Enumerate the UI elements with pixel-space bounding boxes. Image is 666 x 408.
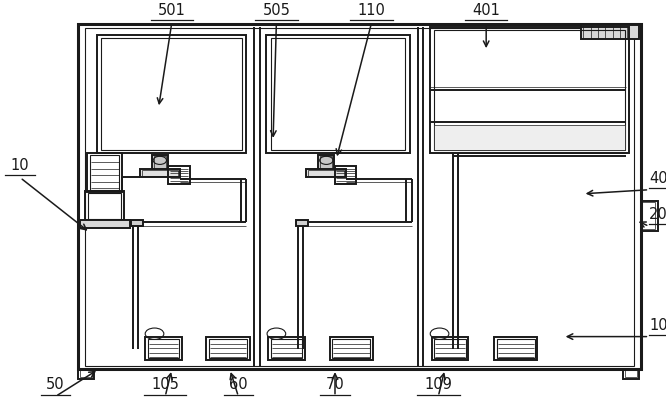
Bar <box>268 337 305 360</box>
Bar <box>80 220 130 228</box>
Bar <box>142 170 178 176</box>
Bar <box>308 170 344 176</box>
Text: 70: 70 <box>326 377 344 392</box>
Text: 505: 505 <box>262 3 290 18</box>
Bar <box>131 220 143 226</box>
Bar <box>330 337 373 360</box>
Bar <box>145 337 182 360</box>
Bar <box>332 339 370 358</box>
Bar <box>432 337 468 360</box>
Bar <box>434 30 625 150</box>
Bar <box>430 27 629 153</box>
Text: 60: 60 <box>229 377 248 392</box>
Bar <box>642 202 655 229</box>
Bar <box>497 339 535 358</box>
Text: 405: 405 <box>649 171 666 186</box>
Bar <box>152 155 168 170</box>
Text: 104: 104 <box>649 317 666 333</box>
Bar <box>154 156 166 169</box>
Bar <box>85 191 124 220</box>
Bar <box>641 201 658 231</box>
Bar <box>148 339 179 358</box>
Text: 105: 105 <box>151 377 179 392</box>
Bar <box>625 370 637 377</box>
Bar <box>335 166 356 184</box>
Text: 50: 50 <box>46 377 65 392</box>
Bar <box>88 193 121 219</box>
Text: 401: 401 <box>472 3 500 18</box>
Bar <box>90 155 119 190</box>
Text: 10: 10 <box>11 158 29 173</box>
Bar <box>87 153 122 192</box>
Bar <box>78 24 641 369</box>
Bar <box>80 370 92 377</box>
Text: 20: 20 <box>649 207 666 222</box>
Bar <box>434 125 625 150</box>
Bar <box>494 337 537 360</box>
Bar <box>101 38 242 150</box>
Bar <box>97 35 246 153</box>
Bar <box>206 337 250 360</box>
Bar <box>434 339 466 358</box>
Text: 109: 109 <box>424 377 452 392</box>
Bar <box>140 169 180 177</box>
Bar <box>271 339 302 358</box>
Bar <box>209 339 247 358</box>
Bar <box>168 166 190 184</box>
Bar <box>623 369 639 379</box>
Bar <box>271 38 405 150</box>
Bar <box>318 155 334 170</box>
Text: 501: 501 <box>158 3 186 18</box>
Bar <box>78 369 94 379</box>
Bar <box>306 169 346 177</box>
Bar <box>296 220 308 226</box>
Text: 110: 110 <box>358 3 386 18</box>
Bar <box>85 28 634 366</box>
Bar <box>320 156 332 169</box>
Bar <box>266 35 410 153</box>
Bar <box>581 25 639 39</box>
